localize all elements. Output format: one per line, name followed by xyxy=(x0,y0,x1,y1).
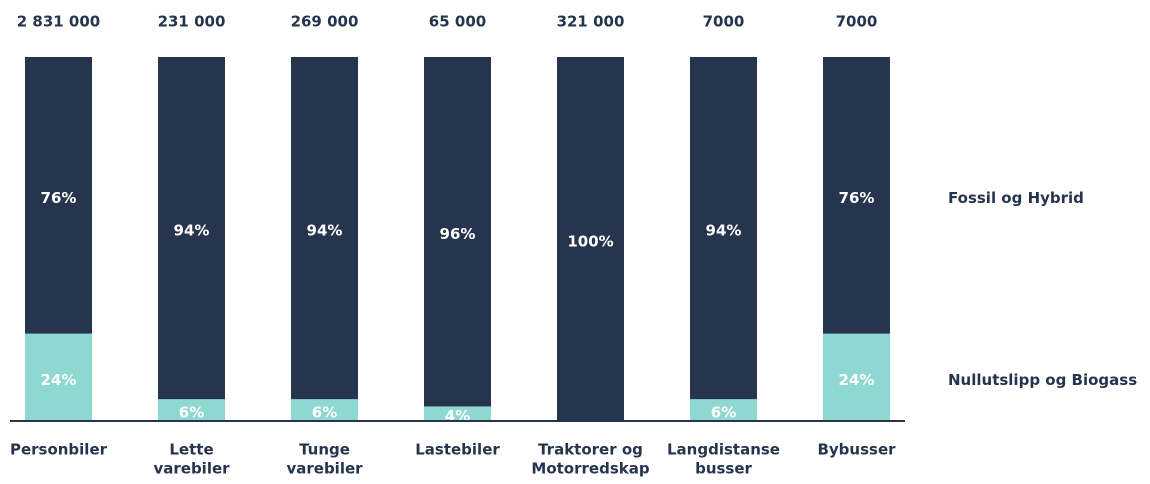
bar-segment xyxy=(25,57,92,334)
bar-segment xyxy=(158,399,225,421)
total-label: 321 000 xyxy=(557,13,625,31)
value-label: 76% xyxy=(41,189,77,207)
x-tick-label: Lette xyxy=(169,441,213,459)
x-tick-label: Lastebiler xyxy=(415,441,500,459)
bar-segment xyxy=(291,399,358,421)
value-label: 24% xyxy=(839,371,875,389)
value-label: 94% xyxy=(174,222,210,240)
value-label: 94% xyxy=(307,222,343,240)
bar-segment xyxy=(690,57,757,400)
x-tick-label: varebiler xyxy=(286,460,363,478)
x-tick-label: Bybusser xyxy=(817,441,896,459)
value-label: 24% xyxy=(41,371,77,389)
bar-segment xyxy=(557,57,624,421)
bar-segment xyxy=(158,57,225,400)
x-tick-label: busser xyxy=(695,460,752,478)
legend-label: Nullutslipp og Biogass xyxy=(948,371,1137,389)
value-label: 6% xyxy=(312,404,337,422)
total-label: 2 831 000 xyxy=(17,13,101,31)
total-label: 7000 xyxy=(836,13,878,31)
bar-segment xyxy=(424,406,491,421)
x-tick-label: Motorredskap xyxy=(531,460,649,478)
bar-segment xyxy=(291,57,358,400)
x-tick-label: Personbiler xyxy=(10,441,108,459)
bar-segment xyxy=(25,333,92,421)
total-label: 7000 xyxy=(703,13,745,31)
value-label: 76% xyxy=(839,189,875,207)
total-label: 231 000 xyxy=(158,13,226,31)
x-tick-label: Langdistanse xyxy=(667,441,780,459)
bar-segment xyxy=(823,57,890,334)
value-label: 6% xyxy=(179,404,204,422)
total-label: 269 000 xyxy=(291,13,359,31)
x-tick-label: varebiler xyxy=(153,460,230,478)
bar-segment xyxy=(690,399,757,421)
total-label: 65 000 xyxy=(429,13,486,31)
bar-segment xyxy=(424,57,491,407)
x-tick-label: Tunge xyxy=(299,441,350,459)
value-label: 96% xyxy=(440,225,476,243)
value-label: 100% xyxy=(567,233,613,251)
value-label: 4% xyxy=(445,407,470,425)
bar-segment xyxy=(823,333,890,421)
legend-label: Fossil og Hybrid xyxy=(948,189,1084,207)
value-label: 94% xyxy=(706,222,742,240)
x-tick-label: Traktorer og xyxy=(538,441,643,459)
value-label: 6% xyxy=(711,404,736,422)
